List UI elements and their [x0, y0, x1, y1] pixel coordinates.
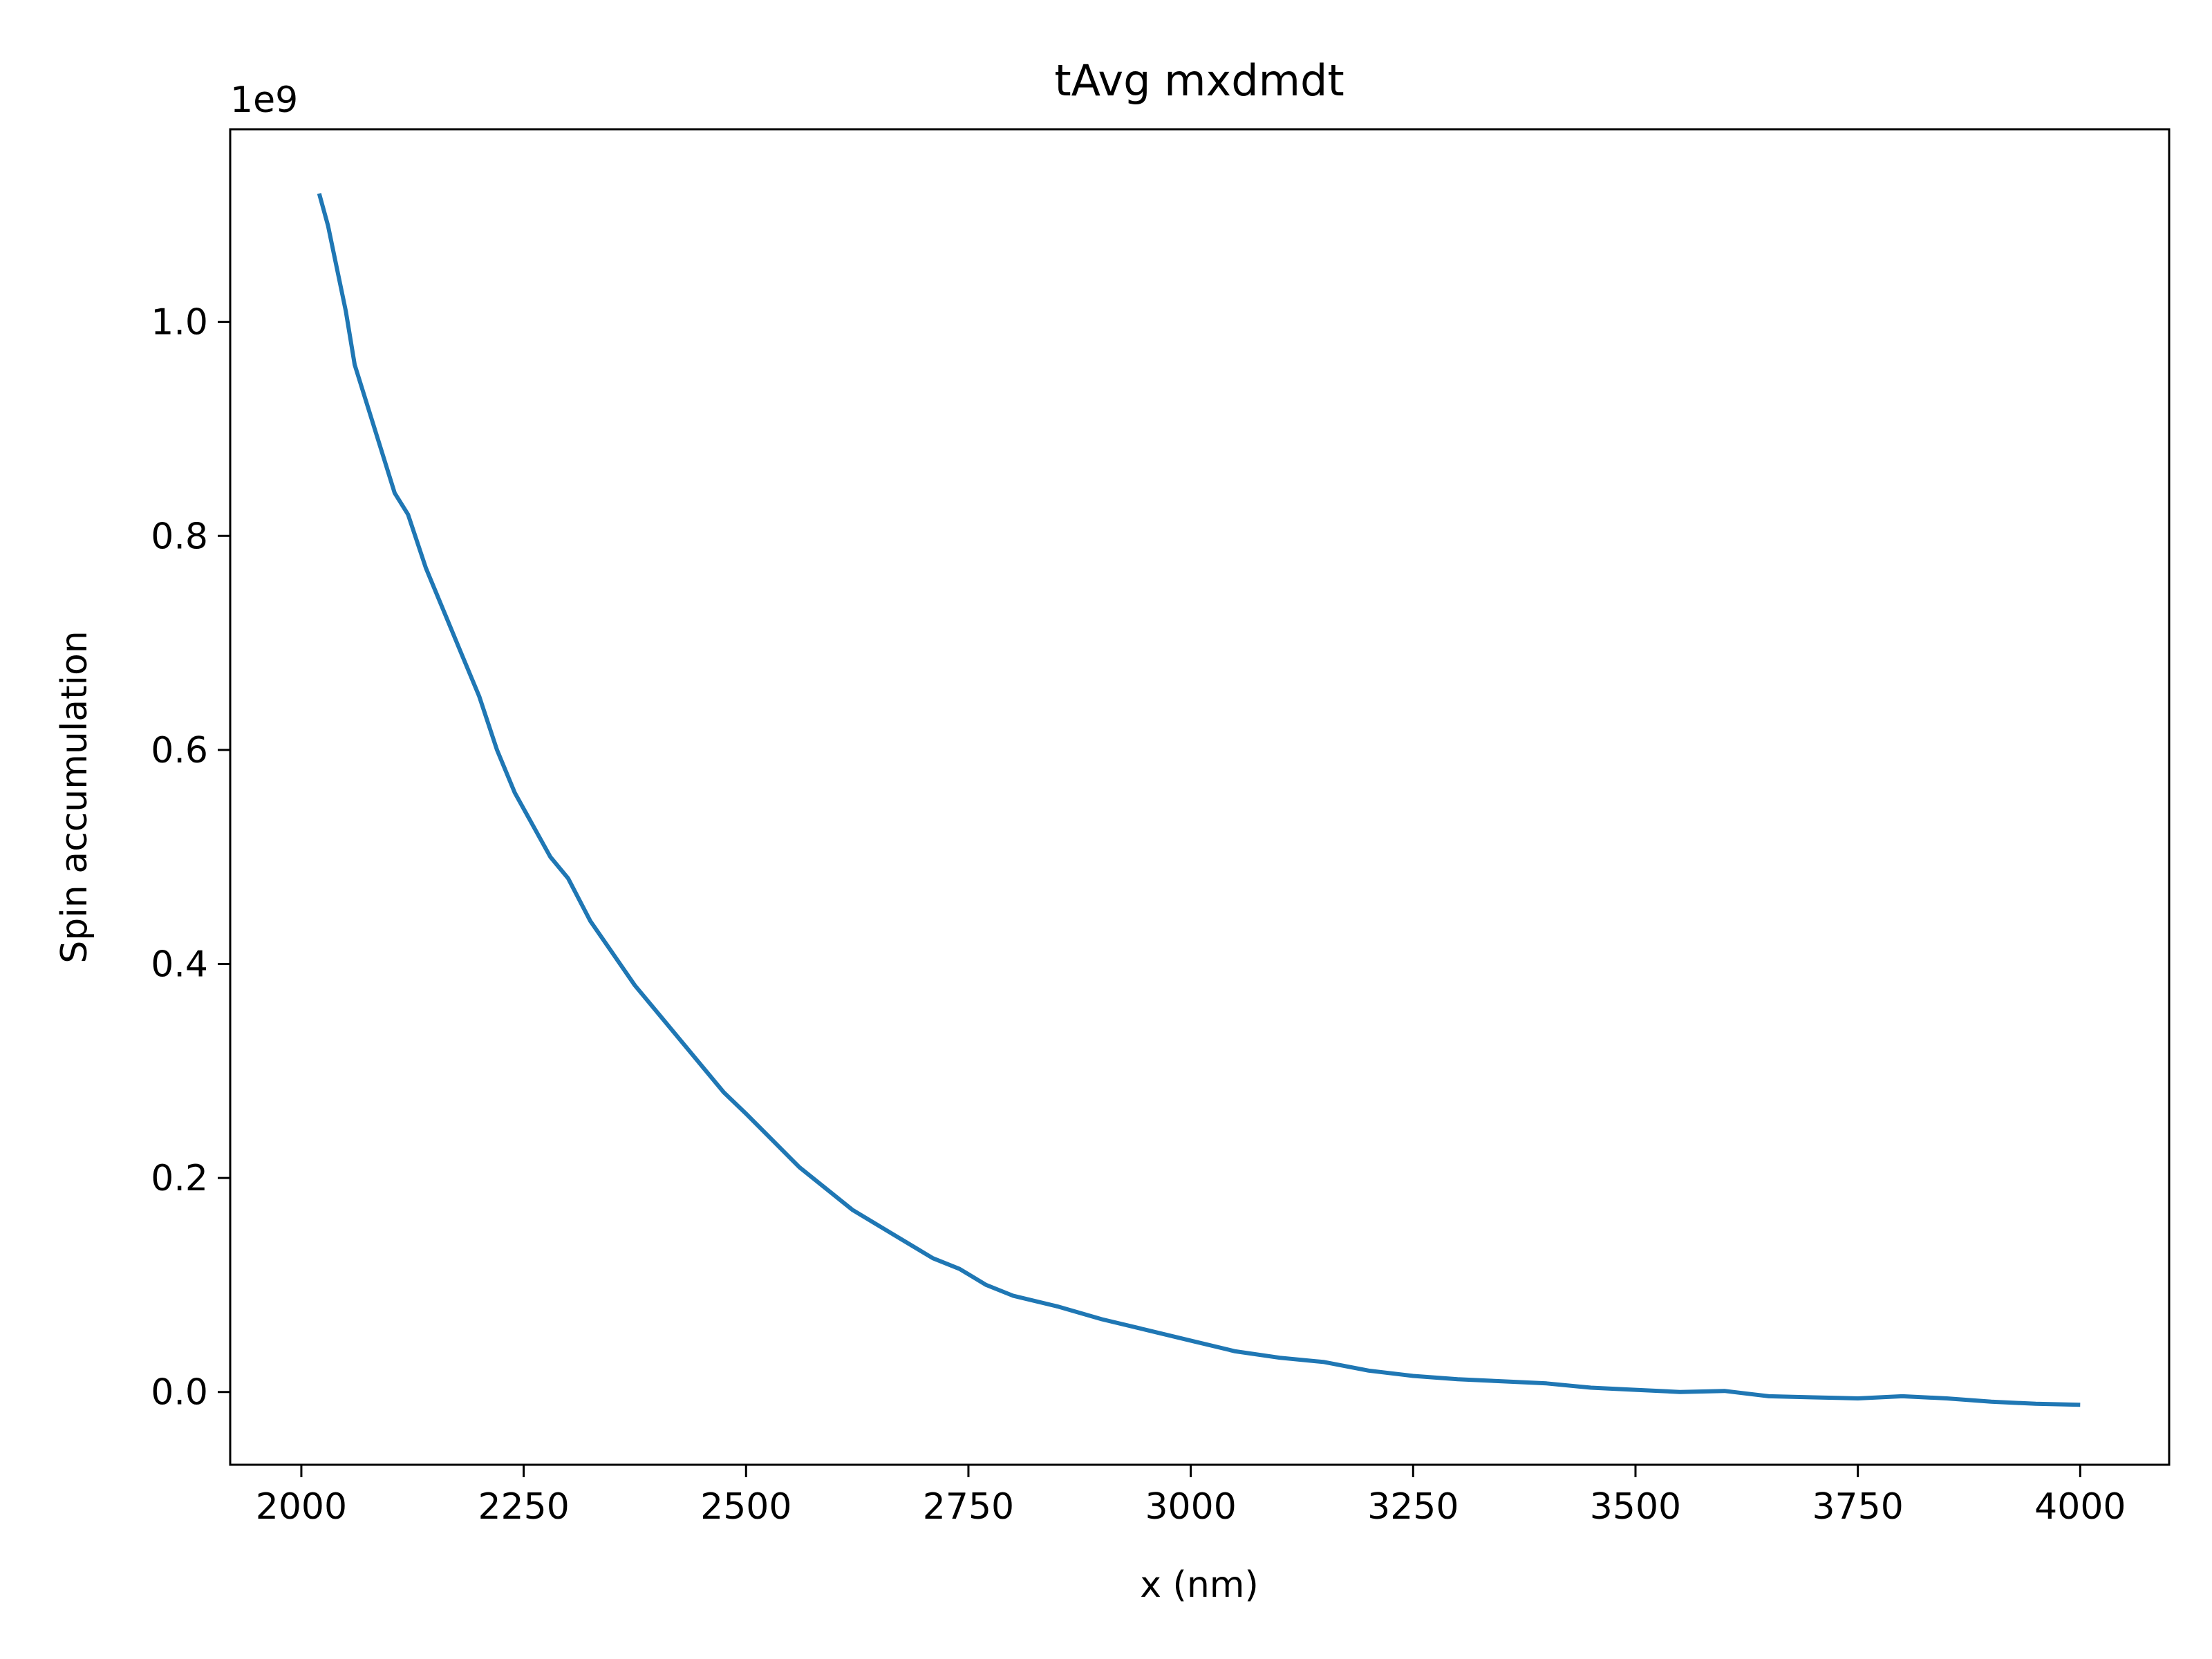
x-tick-label: 3750	[1812, 1486, 1903, 1528]
x-tick-label: 2250	[478, 1486, 569, 1528]
y-tick-label: 0.4	[151, 944, 208, 986]
y-axis: 0.0 0.2 0.4 0.6 0.8 1.0	[151, 302, 230, 1414]
series-line-0	[317, 193, 2081, 1407]
y-offset-text: 1e9	[230, 79, 298, 121]
x-axis: 2000 2250 2500 2750 3000 3250 3500 3750 4000	[256, 1465, 2126, 1528]
x-axis-label: x (nm)	[1140, 1564, 1259, 1606]
x-tick-label: 3250	[1367, 1486, 1459, 1528]
x-tick-label: 3000	[1145, 1486, 1236, 1528]
chart-title: tAvg mxdmdt	[1054, 55, 1344, 106]
x-tick-label: 2750	[923, 1486, 1014, 1528]
x-tick-label: 2000	[256, 1486, 347, 1528]
y-tick-label: 1.0	[151, 302, 208, 344]
data-layer	[317, 193, 2081, 1407]
x-tick-label: 4000	[2034, 1486, 2126, 1528]
y-tick-label: 0.0	[151, 1372, 208, 1414]
y-axis-label: Spin accumulation	[54, 630, 95, 963]
y-tick-label: 0.6	[151, 730, 208, 771]
plot-frame	[229, 128, 2171, 1466]
x-tick-label: 3500	[1590, 1486, 1681, 1528]
x-tick-label: 2500	[700, 1486, 791, 1528]
y-tick-label: 0.2	[151, 1158, 208, 1199]
y-tick-label: 0.8	[151, 516, 208, 557]
plot-area	[229, 128, 2171, 1466]
